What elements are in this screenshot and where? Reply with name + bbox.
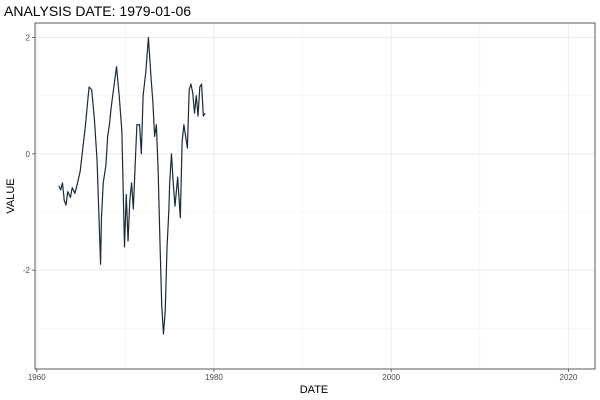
chart-title: ANALYSIS DATE: 1979-01-06 (4, 3, 191, 19)
x-axis-title: DATE (300, 384, 329, 396)
y-tick-label: 0 (26, 150, 31, 159)
plot-area (58, 36, 206, 335)
panel-border (34, 22, 596, 370)
x-tick-label: 1980 (205, 373, 223, 382)
series-line (58, 36, 206, 335)
y-axis: -2 0 2 (23, 34, 35, 275)
x-tick-label: 2020 (560, 373, 578, 382)
y-tick-label: -2 (23, 266, 31, 275)
x-axis: 1960 1980 2000 2020 (28, 369, 578, 382)
grid (34, 22, 596, 370)
y-tick-label: 2 (26, 34, 31, 43)
x-tick-label: 1960 (28, 373, 46, 382)
y-axis-title: VALUE (5, 178, 17, 213)
x-tick-label: 2000 (382, 373, 400, 382)
